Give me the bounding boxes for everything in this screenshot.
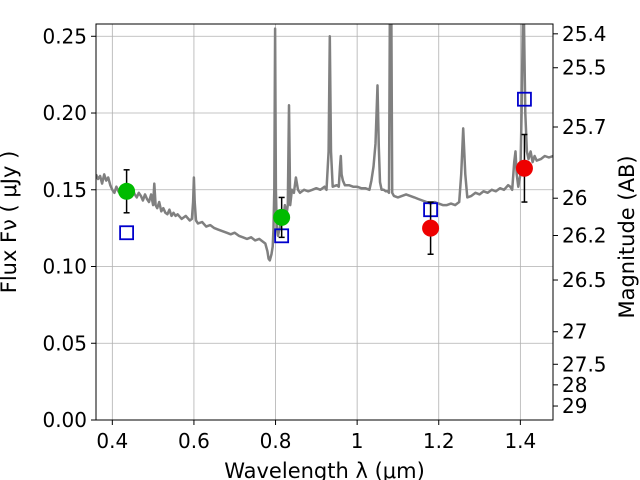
y2-tick-label: 26 <box>562 186 587 210</box>
y2-tick-label: 26.2 <box>562 224 607 248</box>
observed-point <box>273 208 291 226</box>
observed-point <box>118 182 136 200</box>
points-layer <box>118 91 533 255</box>
x-tick-label: 1 <box>351 429 364 453</box>
plot-frame <box>95 23 554 421</box>
y-axis-label: Flux Fν ( μJy ) <box>0 151 21 294</box>
y2-tick-label: 26.5 <box>562 268 607 292</box>
x-tick-label: 1.4 <box>504 429 536 453</box>
y-axis: 0.00 0.05 0.10 0.15 0.20 0.25 <box>42 24 96 432</box>
y2-tick-label: 27.5 <box>562 352 607 376</box>
y2-tick-label: 29 <box>562 394 587 418</box>
observed-point <box>515 159 533 177</box>
x-tick-label: 0.4 <box>96 429 128 453</box>
x-axis: 0.4 0.6 0.8 1 1.2 1.4 <box>96 420 536 453</box>
x-axis-label: Wavelength λ (μm) <box>224 459 425 480</box>
y2-tick-label: 25.7 <box>562 115 607 139</box>
y-tick-label: 0.10 <box>42 255 87 279</box>
y-tick-label: 0.05 <box>42 331 87 355</box>
y2-tick-label: 27 <box>562 320 587 344</box>
y-tick-label: 0.15 <box>42 178 87 202</box>
model-photometry-square <box>517 91 532 107</box>
x-tick-label: 0.6 <box>178 429 210 453</box>
model-photometry-square <box>119 225 135 241</box>
y2-axis-label: Magnitude (AB) <box>615 155 639 318</box>
spectrum-line <box>96 24 553 262</box>
y-tick-label: 0.25 <box>42 24 87 48</box>
y2-tick-label: 28 <box>562 373 587 397</box>
observed-point <box>422 219 440 237</box>
y-tick-label: 0.00 <box>42 408 87 432</box>
x-tick-label: 1.2 <box>423 429 455 453</box>
spectrum-layer <box>96 24 553 262</box>
y-tick-label: 0.20 <box>42 101 87 125</box>
y2-tick-label: 25.5 <box>562 56 607 80</box>
grid <box>96 24 553 421</box>
y2-tick-label: 25.4 <box>562 22 607 46</box>
x-tick-label: 0.8 <box>260 429 292 453</box>
